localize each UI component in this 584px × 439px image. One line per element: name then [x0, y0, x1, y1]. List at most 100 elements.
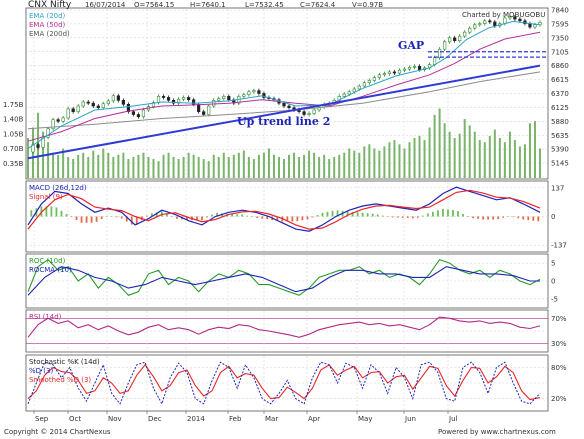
- candle-body: [106, 100, 110, 105]
- macd-histogram-bar: [447, 209, 449, 217]
- macd-histogram-bar: [196, 216, 198, 221]
- volume-bar: [303, 154, 306, 178]
- macd-histogram-bar: [457, 211, 459, 217]
- x-axis-month-label: May: [358, 415, 372, 423]
- volume-bar: [453, 138, 456, 178]
- candle-body: [478, 23, 482, 26]
- macd-histogram-bar: [125, 216, 128, 222]
- macd-histogram-bar: [311, 216, 314, 218]
- candle-body: [171, 100, 176, 104]
- macd-histogram-bar: [45, 206, 48, 217]
- macd-histogram-bar: [251, 216, 254, 217]
- rsi-tick-label: 30%: [551, 340, 567, 348]
- candle-body: [397, 69, 402, 74]
- volume-bar: [162, 154, 165, 178]
- volume-bar: [368, 144, 371, 178]
- rsi-tick-label: 70%: [551, 315, 567, 323]
- header-close: C=7624.4: [300, 1, 336, 9]
- macd-histogram-bar: [301, 216, 304, 221]
- volume-bar: [378, 150, 381, 178]
- macd-histogram-bar: [291, 216, 294, 222]
- rsi-panel: RSI (14d) 30% 70%: [25, 309, 567, 353]
- price-tick-label: 5145: [551, 160, 569, 168]
- volume-bar: [277, 156, 280, 178]
- candle-body: [508, 16, 512, 19]
- stochastic-d-line: [27, 363, 541, 401]
- roc-axis-ticks: -5 0 5: [551, 260, 558, 304]
- volume-bar: [298, 156, 301, 178]
- macd-histogram-bar: [60, 210, 63, 217]
- candle-body: [46, 128, 50, 138]
- volume-bar: [458, 133, 461, 178]
- volume-bar: [328, 159, 331, 178]
- volume-bar: [212, 154, 215, 178]
- x-axis-month-label: Sep: [35, 415, 49, 423]
- candle-body: [432, 57, 437, 65]
- candle-body: [182, 97, 186, 100]
- macd-histogram-bar: [30, 210, 33, 217]
- rsi-axis-ticks: 30% 70%: [551, 315, 567, 348]
- volume-bar: [488, 135, 491, 178]
- macd-histogram-bar: [507, 216, 510, 217]
- x-axis-month-label: Jun: [404, 415, 416, 423]
- volume-bar: [428, 127, 431, 178]
- macd-tick-label: 137: [551, 184, 564, 192]
- volume-bar: [343, 152, 346, 178]
- volume-bar: [172, 156, 175, 178]
- macd-histogram-bar: [426, 213, 429, 217]
- volume-bar: [147, 156, 150, 178]
- volume-bar: [448, 131, 451, 178]
- price-tick-label: 6125: [551, 104, 569, 112]
- legend-roc: ROC (10d): [29, 257, 66, 265]
- volume-bar: [107, 152, 110, 178]
- volume-bar: [353, 150, 356, 178]
- price-tick-label: 5635: [551, 132, 569, 140]
- volume-bar: [373, 148, 376, 178]
- legend-signal: Signal (9): [29, 193, 63, 201]
- volume-bar: [418, 135, 421, 178]
- macd-histogram-bar: [442, 208, 444, 217]
- legend-ema-20: EMA (20d): [29, 12, 66, 20]
- macd-histogram-bar: [186, 216, 188, 221]
- candle-body: [377, 74, 381, 78]
- macd-histogram-bar: [211, 214, 213, 217]
- volume-tick-label: 1.75B: [3, 101, 24, 109]
- candle-body: [192, 99, 196, 105]
- volume-bar: [463, 119, 466, 178]
- macd-histogram-bar: [437, 210, 439, 217]
- candle-body: [61, 117, 65, 122]
- volume-tick-label: 0.35B: [3, 160, 24, 168]
- macd-histogram-bar: [406, 216, 409, 219]
- candle-body: [156, 96, 161, 103]
- macd-histogram-bar: [70, 216, 73, 218]
- legend-ema-50: EMA (50d): [29, 21, 66, 29]
- header-volume: V=0.97B: [352, 1, 383, 9]
- volume-bar: [533, 121, 536, 178]
- candle-body: [453, 37, 457, 41]
- roc-line: [27, 258, 541, 296]
- candle-body: [91, 102, 95, 107]
- volume-bar: [348, 148, 351, 178]
- volume-bar: [443, 123, 446, 178]
- volume-axis-ticks: 0.35B 0.70B 1.05B 1.40B 1.75B: [3, 101, 24, 168]
- volume-bar: [187, 152, 190, 178]
- volume-bar: [97, 154, 100, 178]
- macd-histogram-bar: [326, 211, 329, 217]
- volume-bar: [363, 146, 366, 178]
- volume-bar: [508, 131, 511, 178]
- macd-histogram-bar: [532, 216, 535, 221]
- macd-panel: MACD (26d,12d) Signal (9) -137 0 137: [25, 180, 567, 253]
- volume-bar: [207, 161, 210, 178]
- candle-body: [342, 93, 346, 97]
- volume-tick-label: 1.05B: [3, 130, 24, 138]
- legend-rocma: ROCMA (10): [29, 266, 72, 274]
- candle-body: [352, 88, 356, 93]
- macd-histogram-bar: [135, 216, 138, 225]
- macd-histogram-bar: [165, 214, 168, 217]
- macd-histogram-bar: [150, 213, 153, 217]
- volume-bar: [433, 114, 436, 178]
- volume-bar: [539, 148, 541, 178]
- macd-histogram-bar: [40, 206, 43, 217]
- volume-bar: [293, 152, 296, 178]
